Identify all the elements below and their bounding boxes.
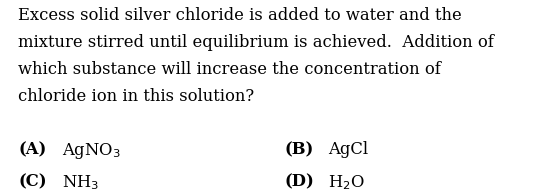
Text: which substance will increase the concentration of: which substance will increase the concen… bbox=[18, 61, 441, 78]
Text: H$_2$O: H$_2$O bbox=[328, 173, 365, 192]
Text: Excess solid silver chloride is added to water and the: Excess solid silver chloride is added to… bbox=[18, 7, 462, 24]
Text: (B): (B) bbox=[285, 141, 314, 158]
Text: mixture stirred until equilibrium is achieved.  Addition of: mixture stirred until equilibrium is ach… bbox=[18, 34, 494, 51]
Text: (C): (C) bbox=[18, 173, 46, 190]
Text: (D): (D) bbox=[285, 173, 315, 190]
Text: chloride ion in this solution?: chloride ion in this solution? bbox=[18, 88, 254, 105]
Text: AgCl: AgCl bbox=[328, 141, 368, 158]
Text: AgNO$_3$: AgNO$_3$ bbox=[62, 141, 121, 161]
Text: NH$_3$: NH$_3$ bbox=[62, 173, 99, 192]
Text: (A): (A) bbox=[18, 141, 46, 158]
